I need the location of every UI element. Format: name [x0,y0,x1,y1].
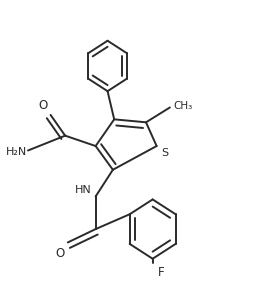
Text: F: F [157,266,164,279]
Text: O: O [38,99,47,112]
Text: HN: HN [75,185,92,195]
Text: H₂N: H₂N [5,147,27,157]
Text: O: O [55,247,65,260]
Text: S: S [161,148,168,159]
Text: CH₃: CH₃ [173,101,192,111]
